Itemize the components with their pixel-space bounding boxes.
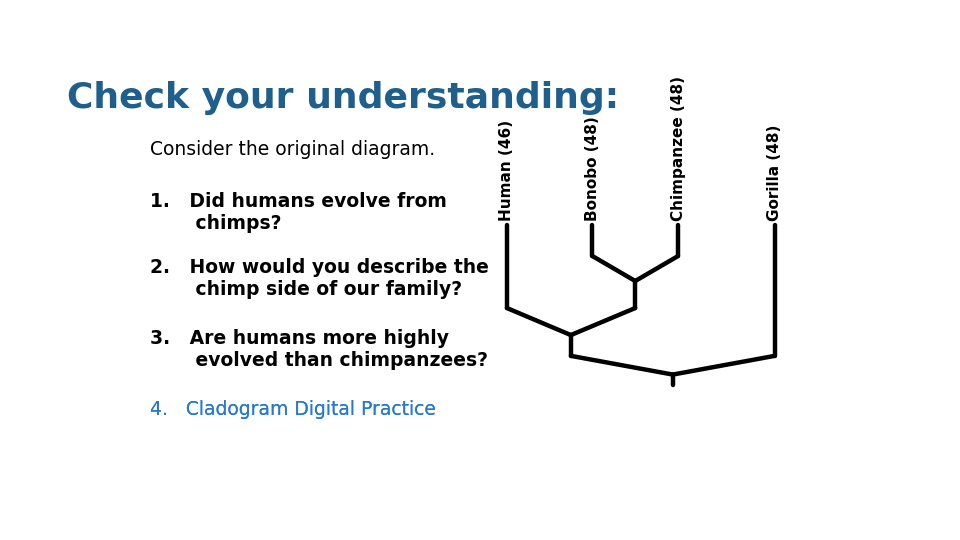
Text: 2.   How would you describe the
       chimp side of our family?: 2. How would you describe the chimp side…	[150, 258, 489, 299]
Text: 1.   Did humans evolve from
       chimps?: 1. Did humans evolve from chimps?	[150, 192, 446, 233]
Text: 4.   Cladogram Digital Practice: 4. Cladogram Digital Practice	[150, 400, 436, 419]
Text: Bonobo (48): Bonobo (48)	[585, 116, 600, 221]
Text: Gorilla (48): Gorilla (48)	[767, 124, 782, 221]
Text: 3.   Are humans more highly
       evolved than chimpanzees?: 3. Are humans more highly evolved than c…	[150, 329, 488, 370]
Text: Check your understanding:: Check your understanding:	[67, 82, 619, 116]
Text: 4.   Cladogram Digital Practice: 4. Cladogram Digital Practice	[150, 400, 436, 419]
Text: Chimpanzee (48): Chimpanzee (48)	[670, 76, 685, 221]
Text: Human (46): Human (46)	[499, 119, 515, 221]
Text: Consider the original diagram.: Consider the original diagram.	[150, 140, 435, 159]
